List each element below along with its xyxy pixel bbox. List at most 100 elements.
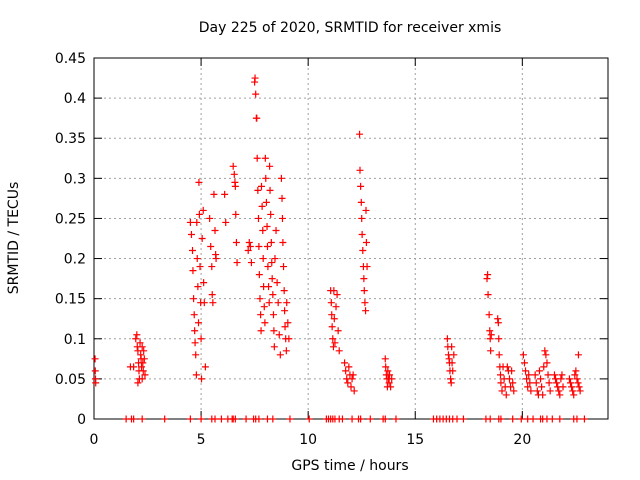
data-point [280, 263, 288, 271]
data-point [191, 339, 199, 347]
data-point [140, 355, 148, 363]
y-axis: 0 0.05 0.1 0.15 0.2 0.25 0.3 0.35 0.4 0.45 [55, 51, 608, 428]
x-tick-label: 0 [90, 432, 99, 448]
data-point [265, 283, 273, 291]
data-point [484, 271, 492, 279]
data-point [257, 182, 265, 190]
data-point [210, 190, 218, 198]
data-point [92, 379, 100, 387]
data-point [485, 311, 493, 319]
data-point [443, 335, 451, 343]
data-point [565, 375, 573, 383]
data-point [503, 363, 511, 371]
data-point [305, 415, 313, 423]
data-point [208, 291, 216, 299]
data-point [327, 299, 335, 307]
data-point [134, 379, 142, 387]
data-point [486, 415, 494, 423]
data-point [273, 279, 281, 287]
data-point [190, 311, 198, 319]
data-point [328, 311, 336, 319]
data-point [580, 415, 588, 423]
plot-frame [93, 57, 609, 420]
data-point [553, 379, 561, 387]
data-point [567, 379, 575, 387]
data-point [285, 335, 293, 343]
data-point [286, 415, 294, 423]
data-point [450, 351, 458, 359]
data-point [537, 375, 545, 383]
data-point [509, 415, 517, 423]
data-point [232, 210, 240, 218]
data-point [345, 363, 353, 371]
data-point [484, 291, 492, 299]
data-point [268, 275, 276, 283]
data-point [276, 351, 284, 359]
data-point [207, 243, 215, 251]
data-point [356, 130, 364, 138]
data-point [254, 214, 262, 222]
data-point [507, 383, 515, 391]
data-point [266, 162, 274, 170]
data-point [360, 287, 368, 295]
data-point [356, 166, 364, 174]
data-point [556, 415, 564, 423]
data-point [329, 335, 337, 343]
data-point [573, 415, 581, 423]
data-point [265, 299, 273, 307]
y-tick-label: 0.45 [55, 51, 86, 67]
data-point [255, 243, 263, 251]
data-point [136, 339, 144, 347]
data-point [494, 319, 502, 327]
data-point [502, 391, 510, 399]
data-point [532, 379, 540, 387]
data-point [447, 379, 455, 387]
data-point [256, 295, 264, 303]
data-point [349, 371, 357, 379]
data-point [539, 391, 547, 399]
data-point [381, 415, 389, 423]
data-point [132, 335, 140, 343]
data-point [254, 186, 262, 194]
data-point [251, 74, 259, 82]
data-point [259, 226, 267, 234]
data-point [230, 170, 238, 178]
data-point [348, 375, 356, 383]
data-point [275, 331, 283, 339]
data-point [519, 351, 527, 359]
y-tick-label: 0.05 [55, 372, 86, 388]
data-point [262, 198, 270, 206]
data-point [526, 379, 534, 387]
y-tick-label: 0.4 [64, 91, 86, 107]
data-point [191, 327, 199, 335]
data-point [263, 222, 271, 230]
data-point [221, 190, 229, 198]
data-point [572, 367, 580, 375]
x-tick-label: 10 [299, 432, 317, 448]
data-point [253, 154, 261, 162]
data-point [199, 206, 207, 214]
data-point [244, 247, 252, 255]
data-point [270, 327, 278, 335]
data-point [358, 230, 366, 238]
data-point [487, 347, 495, 355]
data-point [495, 351, 503, 359]
data-point [211, 415, 219, 423]
data-point [222, 218, 230, 226]
data-point [269, 415, 277, 423]
data-point [330, 315, 338, 323]
data-point [242, 415, 250, 423]
data-point [338, 415, 346, 423]
data-point [543, 359, 551, 367]
data-point [261, 154, 269, 162]
data-point [229, 162, 237, 170]
data-point [233, 259, 241, 267]
data-point [387, 383, 395, 391]
data-point [192, 351, 200, 359]
data-point [201, 363, 209, 371]
data-point [259, 255, 267, 263]
data-point [91, 367, 99, 375]
data-point [483, 275, 491, 283]
data-point [508, 367, 516, 375]
